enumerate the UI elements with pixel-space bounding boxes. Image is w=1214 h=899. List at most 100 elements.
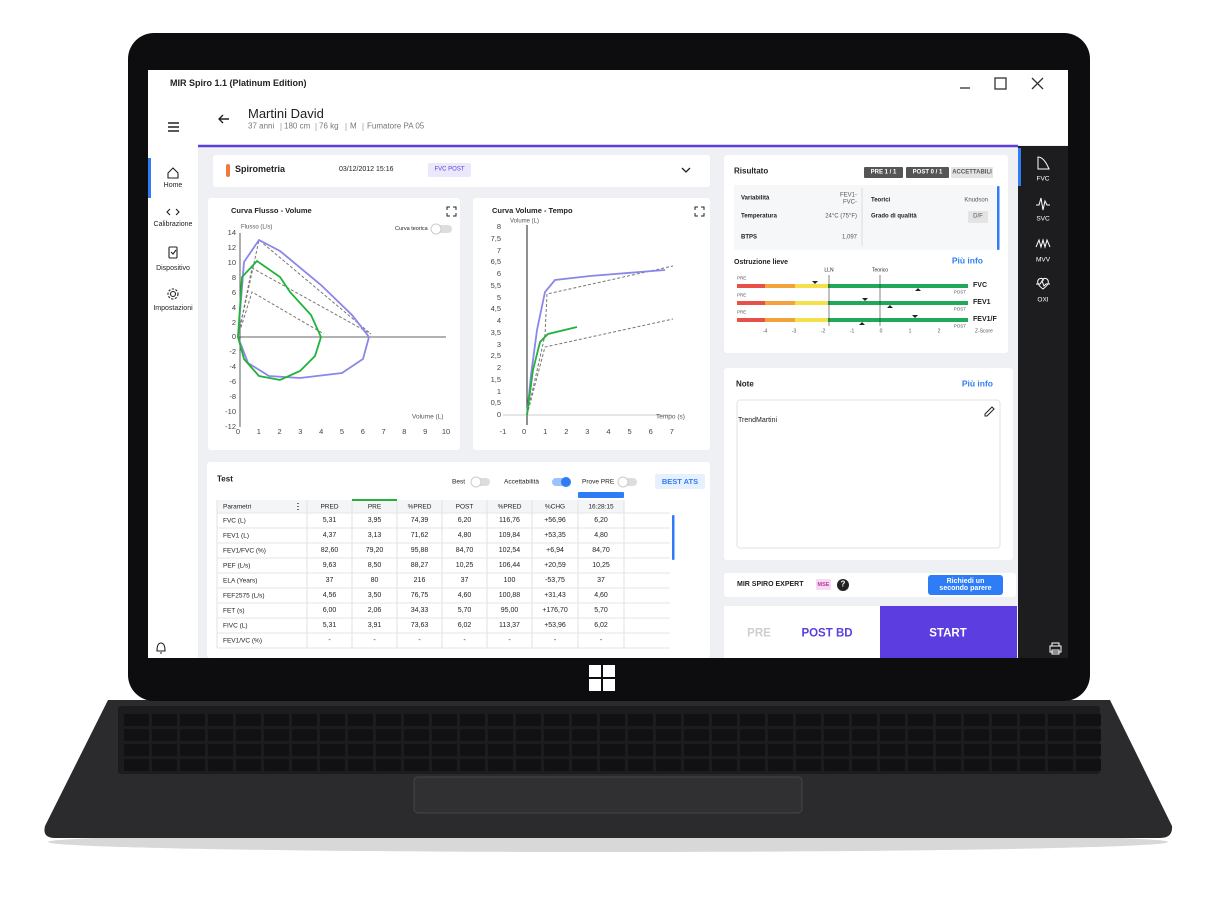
key bbox=[656, 714, 681, 726]
shape bbox=[1036, 277, 1050, 290]
toggle-label: Best bbox=[452, 478, 466, 486]
cell: 109,84 bbox=[498, 531, 521, 539]
nav-item[interactable]: Dispositivo bbox=[156, 265, 190, 273]
key bbox=[824, 759, 849, 771]
cell: 9,63 bbox=[322, 561, 337, 569]
mse-badge: MSE bbox=[817, 581, 830, 588]
cell: 74,39 bbox=[410, 516, 429, 524]
z-bar-segment bbox=[795, 301, 828, 305]
cell: 71,62 bbox=[410, 531, 429, 539]
nav-item[interactable]: Home bbox=[163, 182, 183, 190]
key bbox=[320, 729, 345, 741]
result-value: FEV1- FVC- bbox=[839, 192, 857, 205]
key bbox=[740, 729, 765, 741]
cell: 5,31 bbox=[322, 516, 337, 524]
action-button[interactable]: POST BD bbox=[801, 627, 853, 640]
back-icon[interactable] bbox=[218, 114, 229, 124]
toggles[interactable] bbox=[430, 223, 637, 488]
cell: 4,56 bbox=[322, 591, 337, 599]
cell: - bbox=[553, 636, 557, 644]
key bbox=[376, 714, 401, 726]
tool-item[interactable]: FVC bbox=[1036, 175, 1050, 183]
more-info-link[interactable]: Più info bbox=[961, 378, 993, 389]
key bbox=[796, 744, 821, 756]
cell: 80 bbox=[370, 576, 379, 584]
second-opinion-bg[interactable] bbox=[928, 575, 1003, 595]
toggle-label: Curva teorica bbox=[395, 225, 428, 232]
fullscreen-icons[interactable] bbox=[446, 206, 705, 217]
key bbox=[180, 759, 205, 771]
result-label: Grado di qualità bbox=[871, 213, 917, 220]
row-label: FIVC (L) bbox=[223, 621, 248, 629]
key bbox=[796, 714, 821, 726]
chart-title: Curva Flusso - Volume bbox=[231, 205, 312, 215]
action-button[interactable]: PRE bbox=[747, 627, 771, 640]
cell: 3,50 bbox=[367, 591, 382, 599]
key bbox=[264, 759, 289, 771]
best-ats-bg[interactable] bbox=[655, 474, 705, 489]
y-tick-label: 2,5 bbox=[490, 351, 501, 361]
key bbox=[488, 759, 513, 771]
best-ats-button[interactable]: BEST ATS bbox=[661, 476, 699, 486]
table-scrollbar bbox=[672, 515, 675, 560]
cell: 34,33 bbox=[410, 606, 429, 614]
key bbox=[320, 759, 345, 771]
more-info-link[interactable]: Più info bbox=[951, 255, 983, 266]
key bbox=[852, 759, 877, 771]
nav-item[interactable]: Impostazioni bbox=[153, 305, 193, 313]
key bbox=[684, 729, 709, 741]
shape bbox=[430, 223, 442, 235]
shape bbox=[603, 665, 615, 677]
tool-item[interactable]: OXI bbox=[1037, 296, 1049, 304]
tool-item[interactable]: MVV bbox=[1035, 256, 1051, 264]
badge-bg bbox=[428, 163, 471, 177]
expand-icon[interactable] bbox=[681, 167, 691, 173]
action-button[interactable]: START bbox=[929, 627, 967, 640]
title-bar bbox=[148, 70, 1068, 95]
menu-icon[interactable] bbox=[168, 122, 179, 132]
cell: 95,00 bbox=[500, 606, 519, 614]
windows-logo bbox=[589, 665, 615, 691]
key bbox=[992, 759, 1017, 771]
mse-bg bbox=[816, 579, 831, 590]
cell: 5,31 bbox=[322, 621, 337, 629]
key bbox=[404, 744, 429, 756]
y-tick-label: -12 bbox=[225, 421, 236, 431]
cell: 37 bbox=[325, 576, 334, 584]
z-bar-segment bbox=[765, 301, 795, 305]
touchpad bbox=[413, 776, 803, 814]
section-date: 03/12/2012 15:16 bbox=[339, 166, 394, 174]
key bbox=[348, 759, 373, 771]
cell: 100,88 bbox=[498, 591, 521, 599]
result-badges bbox=[864, 167, 993, 178]
cell: 95,88 bbox=[410, 546, 429, 554]
key bbox=[264, 714, 289, 726]
cell: 106,44 bbox=[498, 561, 521, 569]
edit-icon[interactable] bbox=[984, 406, 995, 417]
patient-detail: 37 anni bbox=[248, 121, 275, 131]
z-marker-label: Teorico bbox=[871, 267, 889, 274]
y-tick-label: 6 bbox=[231, 287, 236, 297]
tool-item[interactable]: SVC bbox=[1036, 215, 1050, 223]
key bbox=[852, 714, 877, 726]
help-bg[interactable] bbox=[837, 579, 849, 591]
shape bbox=[617, 476, 629, 488]
z-axis-label: -2 bbox=[820, 328, 826, 335]
shape bbox=[237, 267, 372, 338]
cell: 76,75 bbox=[410, 591, 429, 599]
nav-item[interactable]: Calibrazione bbox=[153, 221, 193, 229]
key bbox=[684, 714, 709, 726]
start-button[interactable] bbox=[880, 606, 1017, 658]
x-tick-label: 3 bbox=[298, 426, 303, 436]
shape bbox=[864, 167, 903, 178]
x-axis-label: Tempo (s) bbox=[656, 413, 685, 421]
key bbox=[292, 729, 317, 741]
second-opinion-button[interactable]: Richiedi un secondo parere bbox=[939, 578, 992, 592]
result-value: D/F bbox=[973, 213, 983, 220]
y-tick-label: 8 bbox=[496, 221, 501, 231]
window-controls[interactable] bbox=[960, 77, 1044, 90]
z-axis-label: 2 bbox=[937, 328, 941, 335]
y-tick-label: 2 bbox=[496, 362, 501, 372]
help-icon[interactable]: ? bbox=[840, 579, 846, 589]
key bbox=[1048, 744, 1073, 756]
